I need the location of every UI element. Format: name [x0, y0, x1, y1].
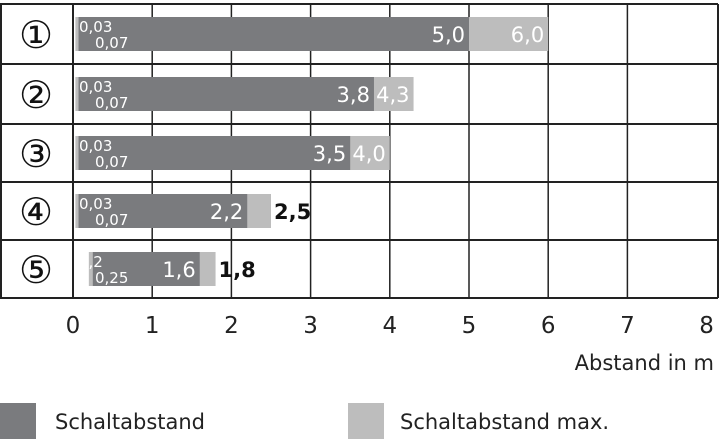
max-label: 4,0	[352, 142, 385, 166]
category-label: ①	[19, 13, 53, 57]
category-label: ③	[19, 132, 53, 176]
x-tick-label: 4	[382, 313, 397, 339]
x-axis-title: Abstand in m	[575, 351, 714, 375]
legend-label: Schaltabstand	[55, 410, 205, 434]
value-label: 3,5	[313, 142, 346, 166]
x-tick-label: 2	[224, 313, 239, 339]
min-label: 0,25	[95, 269, 128, 287]
max-label: 2,5	[274, 200, 311, 224]
bar-value	[78, 17, 469, 51]
max-label: 4,3	[376, 83, 409, 107]
x-tick-label: 6	[541, 313, 556, 339]
min-label: 0,03	[79, 195, 112, 213]
category-label: ④	[19, 190, 53, 234]
legend-label: Schaltabstand max.	[400, 410, 609, 434]
x-tick-label: 1	[145, 313, 160, 339]
bar-value	[92, 252, 200, 286]
max-label: 1,8	[219, 258, 256, 282]
bar-value	[78, 136, 351, 170]
bar-value	[78, 77, 374, 111]
min-label: 0,07	[95, 94, 128, 112]
category-label: ②	[19, 73, 53, 117]
x-tick-label: 0	[66, 313, 81, 339]
min-label: 0,07	[95, 153, 128, 171]
value-label: 2,2	[210, 200, 243, 224]
x-tick-label: 5	[462, 313, 477, 339]
min-label: 0,03	[79, 137, 112, 155]
value-label: 1,6	[162, 258, 195, 282]
min-label: 0,03	[79, 78, 112, 96]
min-label: 0,03	[79, 18, 112, 36]
legend-swatch-schaltabstand	[0, 403, 36, 439]
min-label: 0,07	[95, 211, 128, 229]
x-tick-label: 7	[620, 313, 635, 339]
bar-value	[78, 194, 248, 228]
x-tick-label: 3	[303, 313, 318, 339]
category-label: ⑤	[19, 248, 53, 292]
max-label: 6,0	[511, 23, 544, 47]
min-label: 0,07	[95, 34, 128, 52]
min-label: 0,2	[79, 253, 103, 271]
x-tick-label: 8	[699, 313, 714, 339]
legend-swatch-schaltabstand-max	[348, 403, 384, 439]
value-label: 5,0	[432, 23, 465, 47]
value-label: 3,8	[337, 83, 370, 107]
